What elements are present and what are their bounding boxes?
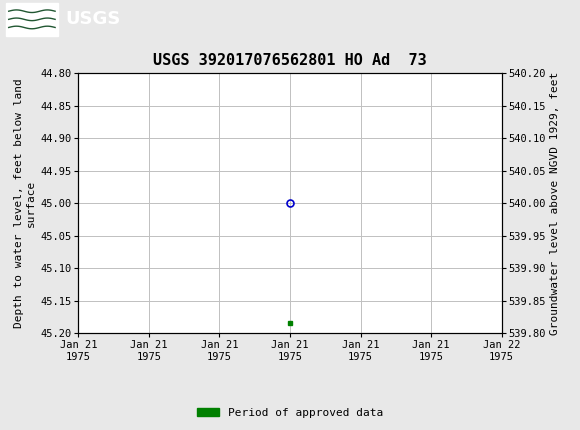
Y-axis label: Depth to water level, feet below land
surface: Depth to water level, feet below land su…: [13, 78, 36, 328]
FancyBboxPatch shape: [6, 3, 58, 36]
Text: USGS: USGS: [65, 10, 120, 28]
Legend: Period of approved data: Period of approved data: [193, 403, 387, 422]
Title: USGS 392017076562801 HO Ad  73: USGS 392017076562801 HO Ad 73: [153, 53, 427, 68]
Y-axis label: Groundwater level above NGVD 1929, feet: Groundwater level above NGVD 1929, feet: [550, 71, 560, 335]
